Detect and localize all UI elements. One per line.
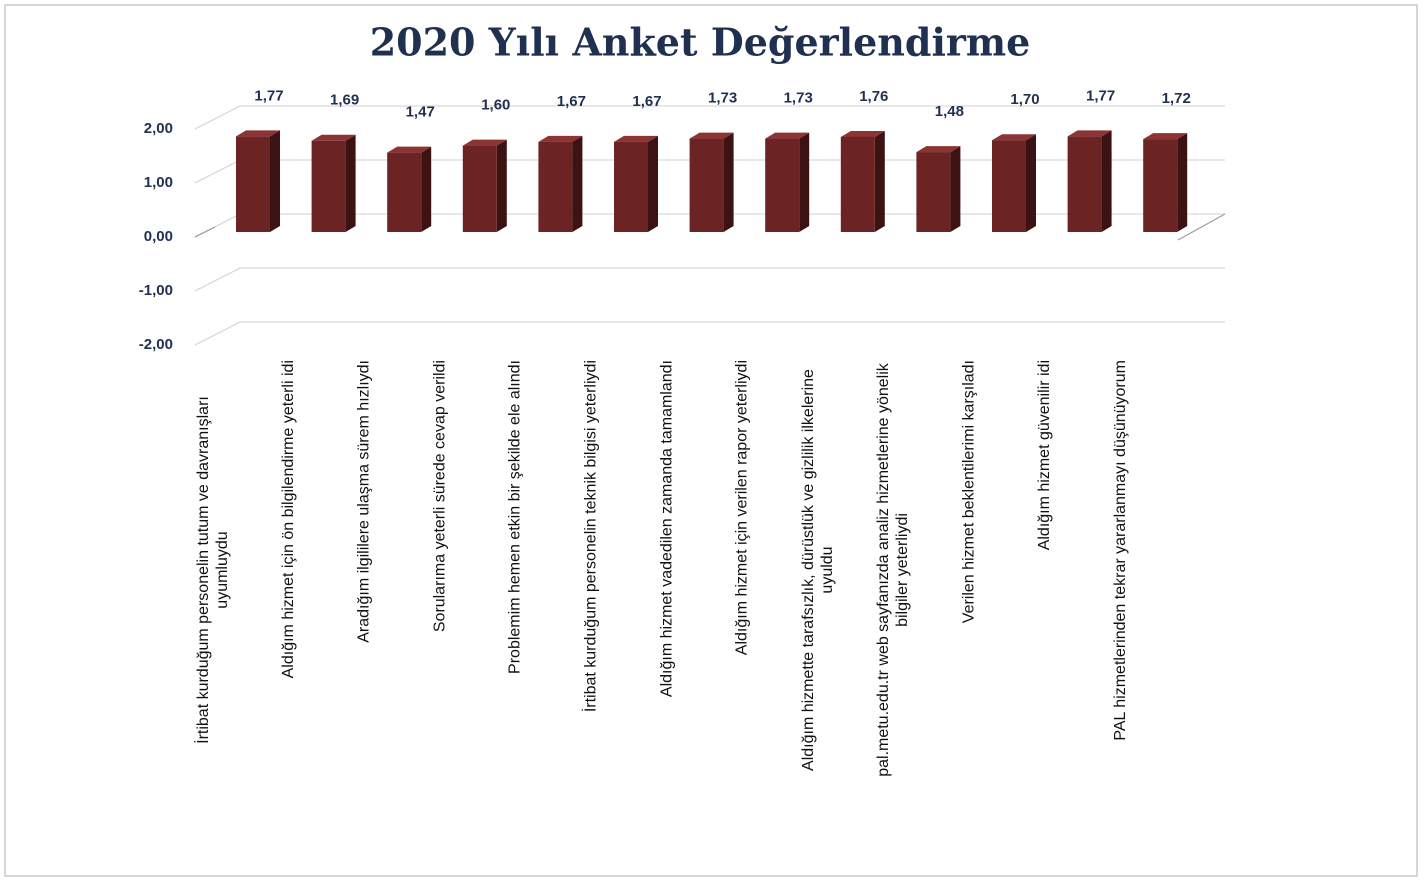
bar-top xyxy=(236,130,280,137)
bar-side xyxy=(799,132,810,232)
bar xyxy=(840,136,875,232)
bar xyxy=(614,141,648,232)
bar xyxy=(236,136,270,232)
bar xyxy=(689,138,724,232)
chart-title: 2020 Yılı Anket Değerlendirme xyxy=(370,20,1031,65)
data-label: 1,72 xyxy=(1162,90,1191,107)
data-label: 1,48 xyxy=(935,103,964,120)
data-label: 1,77 xyxy=(1086,87,1115,104)
bar-top xyxy=(387,146,432,153)
x-tick-label: İrtibat kurduğum personelin teknik bilgi… xyxy=(582,360,600,713)
data-label: 1,70 xyxy=(1010,91,1039,108)
bar xyxy=(387,152,422,232)
bar-top xyxy=(462,139,507,146)
data-label: 1,60 xyxy=(481,97,510,114)
grid-line xyxy=(194,267,1225,292)
y-tick-label: -1,00 xyxy=(139,282,173,299)
bar-top xyxy=(916,146,961,153)
bar xyxy=(1143,139,1178,232)
data-label: 1,69 xyxy=(330,92,359,109)
grid-line xyxy=(194,105,1225,130)
bar-top xyxy=(689,132,734,139)
bar-top xyxy=(1067,130,1112,137)
bar-side xyxy=(270,130,280,232)
x-tick-label: Aldığım hizmet için verilen rapor yeterl… xyxy=(733,360,751,656)
bar-side xyxy=(421,146,432,232)
floor-edge xyxy=(194,226,216,238)
x-tick-label: İrtibat kurduğum personelin tutum ve dav… xyxy=(195,396,231,744)
bar xyxy=(462,145,497,232)
bar-side xyxy=(1101,130,1112,232)
data-label: 1,73 xyxy=(784,90,813,107)
x-tick-label: Sorularıma yeterli sürede cevap verildi xyxy=(431,360,449,633)
y-tick-label: 0,00 xyxy=(144,228,173,245)
floor-edge xyxy=(1177,213,1226,241)
bar xyxy=(916,152,951,232)
bar-side xyxy=(572,135,583,232)
bar-side xyxy=(648,135,658,232)
x-tick-label: Aldığım hizmette tarafsızlık, dürüstlük … xyxy=(799,369,836,771)
bar-top xyxy=(992,134,1036,141)
bar-side xyxy=(950,146,961,232)
data-label: 1,67 xyxy=(557,93,586,110)
x-tick-label: pal.metu.edu.tr web sayfanızda analiz hi… xyxy=(875,363,912,777)
bar-side xyxy=(345,134,356,232)
data-label: 1,73 xyxy=(708,90,737,107)
bar-side xyxy=(723,132,734,232)
grid-line xyxy=(194,321,1225,346)
x-tick-label: Aradığım ilgililere ulaşma sürem hızlıyd… xyxy=(355,360,373,643)
bar xyxy=(765,138,800,232)
data-label: 1,76 xyxy=(859,88,888,105)
x-tick-label: Verilen hizmet beklentilerimi karşıladı xyxy=(960,360,978,624)
bar-side xyxy=(1177,133,1188,232)
x-tick-label: PAL hizmetlerinden tekrar yararlanmayı d… xyxy=(1111,360,1129,741)
chart-border xyxy=(4,4,1418,877)
bar xyxy=(1067,136,1102,232)
data-label: 1,47 xyxy=(406,104,435,121)
bar-top xyxy=(1143,133,1188,140)
x-tick-label: Aldığım hizmet güvenilir idi xyxy=(1036,360,1054,551)
bar-top xyxy=(840,130,885,137)
y-tick-label: 1,00 xyxy=(144,174,173,191)
x-tick-label: Aldığım hizmet için ön bilgilendirme yet… xyxy=(280,360,298,679)
y-tick-label: -2,00 xyxy=(139,336,173,353)
data-label: 1,67 xyxy=(632,93,661,110)
bar-top xyxy=(614,135,658,142)
bar xyxy=(538,141,573,232)
data-label: 1,77 xyxy=(254,87,283,104)
bar-side xyxy=(874,130,885,232)
x-tick-label: Aldığım hizmet vadedilen zamanda tamamla… xyxy=(658,360,676,698)
y-tick-label: 2,00 xyxy=(144,120,173,137)
bar-top xyxy=(765,132,810,139)
bar xyxy=(992,140,1026,232)
bar-top xyxy=(311,134,356,141)
bar-top xyxy=(538,135,583,142)
x-tick-label: Problemim hemen etkin bir şekilde ele al… xyxy=(506,360,524,674)
bar-side xyxy=(1026,134,1036,232)
bar xyxy=(311,140,346,232)
bar-side xyxy=(496,139,507,232)
